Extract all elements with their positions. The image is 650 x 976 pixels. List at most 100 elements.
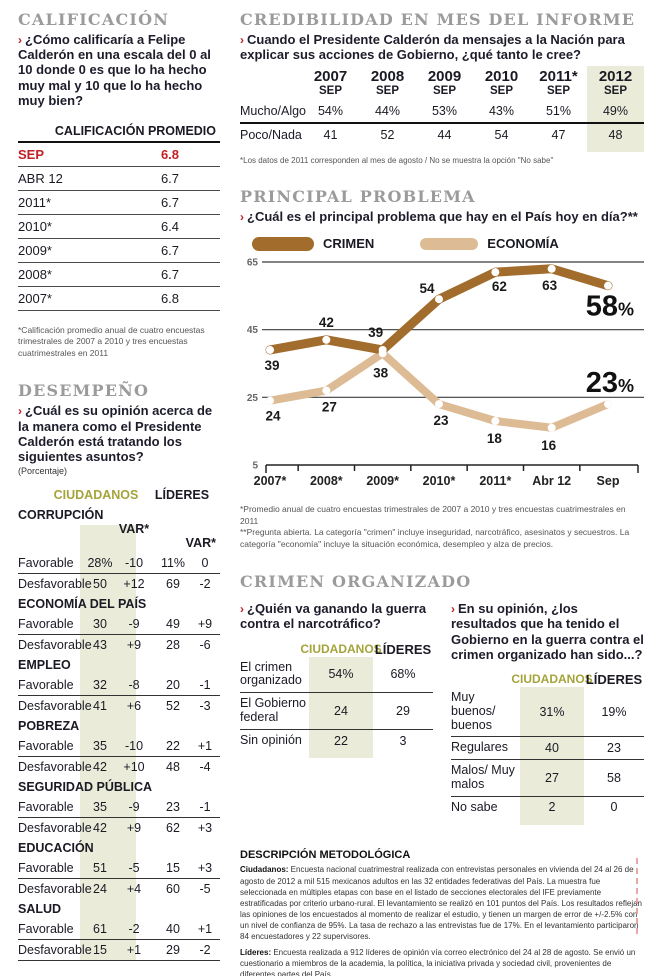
credibilidad-question: › Cuando el Presidente Calderón da mensaj… — [240, 32, 625, 63]
table-row: Desfavorable 42 +9 62 +3 — [18, 818, 220, 838]
ciudadanos-var: +6 — [126, 699, 142, 714]
ciudadanos-var: -10 — [124, 739, 144, 754]
ciudadanos-var: -10 — [124, 556, 144, 571]
row-label: ABR 12 — [18, 171, 63, 187]
table-row: Desfavorable 42 +10 48 -4 — [18, 757, 220, 777]
ciudadanos-value: 42 — [93, 821, 107, 836]
row-label: 2009* — [18, 243, 52, 259]
ciudadanos-var: -9 — [128, 800, 140, 815]
ciudadanos-value: 35 — [93, 800, 107, 815]
row-label: 2011* — [18, 195, 52, 211]
lideres-value: 52 — [166, 699, 180, 714]
desempeno-table: CORRUPCIÓN VAR* VAR* Favorable 28% -10 1… — [18, 505, 220, 962]
ciudadanos-var: +10 — [123, 760, 145, 775]
lideres-value: 11% — [160, 556, 186, 571]
calificacion-rows: SEP 6.8 ABR 12 6.7 2011* 6.7 — [18, 143, 220, 312]
row-value: 6.8 — [160, 147, 180, 163]
row-label: SALUD — [18, 902, 62, 917]
cell: 41 — [323, 128, 338, 143]
lideres-var: +9 — [197, 617, 213, 632]
lideres-var: -2 — [199, 943, 211, 958]
table-row: EDUCACIÓN — [18, 838, 220, 858]
table-row: Favorable 51 -5 15 +3 — [18, 858, 220, 880]
lideres-column-header: LÍDERES — [585, 672, 643, 688]
svg-text:5: 5 — [252, 461, 258, 472]
ciudadanos-value: 32 — [93, 678, 107, 693]
crimen-legend-label: CRIMEN — [323, 236, 375, 252]
government-results-subsection: › En su opinión, ¿los resultados que ha t… — [451, 601, 644, 826]
ciudadanos-var: -5 — [128, 861, 140, 876]
arrow-icon: › — [18, 404, 22, 419]
table-row: Favorable 30 -9 49 +9 — [18, 614, 220, 636]
row-label: Regulares — [451, 740, 508, 755]
table-row: Favorable 61 -2 40 +1 — [18, 919, 220, 941]
lideres-value: 60 — [166, 882, 180, 897]
svg-text:Sep: Sep — [597, 474, 620, 488]
table-row: ECONOMÍA DEL PAÍS — [18, 594, 220, 614]
table-row: 2008* 6.7 — [18, 263, 220, 288]
svg-text:38: 38 — [373, 366, 389, 381]
government-results-question: › En su opinión, ¿los resultados que ha t… — [451, 601, 644, 662]
cell: 54% — [317, 104, 344, 119]
svg-text:Abr 12: Abr 12 — [532, 474, 571, 488]
lideres-column-header: LÍDERES — [374, 641, 432, 657]
principal-problema-title: PRINCIPAL PROBLEMA — [240, 187, 476, 207]
ciudadanos-value: 28% — [87, 556, 113, 571]
svg-text:63: 63 — [542, 278, 558, 293]
ciudadanos-var: VAR* — [118, 522, 150, 537]
table-row: 2007* 6.8 — [18, 287, 220, 312]
table-row: Desfavorable 43 +9 28 -6 — [18, 635, 220, 655]
ciudadanos-value: 54% — [309, 656, 373, 693]
cell-highlighted: 49% — [587, 100, 644, 123]
calificacion-footnote: *Calificación promedio anual de cuatro e… — [18, 325, 205, 358]
row-label: Favorable — [18, 617, 74, 632]
year-header-highlighted: 2012 SEP — [587, 66, 644, 101]
calificacion-title: CALIFICACIÓN — [18, 10, 170, 29]
year-header: 2007 SEP — [313, 68, 348, 98]
svg-text:2007*: 2007* — [254, 474, 287, 488]
row-label: Muy buenos/ buenos — [451, 690, 496, 732]
svg-text:24: 24 — [265, 409, 281, 424]
row-label: SEGURIDAD PÚBLICA — [18, 780, 153, 795]
ciudadanos-value: 61 — [93, 922, 107, 937]
row-value: 6.7 — [160, 171, 180, 187]
svg-text:18: 18 — [487, 431, 503, 446]
table-row: Desfavorable 24 +4 60 -5 — [18, 879, 220, 899]
cell: 53% — [431, 104, 458, 119]
table-row: El Gobierno federal 24 29 — [240, 693, 433, 730]
credibilidad-title: CREDIBILIDAD EN MES DEL INFORME — [240, 10, 636, 29]
table-row: 2010* 6.4 — [18, 215, 220, 240]
row-label: SEP — [18, 147, 45, 163]
table-row: SEP 6.8 — [18, 143, 220, 168]
table-row: SALUD — [18, 899, 220, 919]
table-row: SEGURIDAD PÚBLICA — [18, 777, 220, 797]
ciudadanos-value: 22 — [309, 729, 373, 752]
lideres-value: 3 — [399, 733, 407, 748]
row-label: Malos/ Muy malos — [451, 763, 515, 791]
lideres-var: -2 — [199, 577, 211, 592]
right-column: CREDIBILIDAD EN MES DEL INFORME › Cuando … — [240, 10, 644, 976]
credibilidad-years-row: 2007 SEP 2008 SEP 2009 SEP 2010 SEP 2011* SEP… — [240, 66, 644, 101]
ciudadanos-var: +4 — [126, 882, 142, 897]
ciudadanos-value: 31% — [520, 687, 584, 737]
section-calificacion: CALIFICACIÓN › ¿Cómo calificaría a Felipe… — [18, 10, 220, 359]
lideres-value: 0 — [610, 800, 618, 815]
lideres-value: 29 — [166, 943, 180, 958]
lideres-value: 22 — [166, 739, 180, 754]
section-metodologia: DESCRIPCIÓN METODOLÓGICA Ciudadanos: Enc… — [240, 849, 644, 976]
row-label: Desfavorable — [18, 699, 92, 714]
svg-text:58%: 58% — [586, 291, 634, 323]
ciudadanos-var: -8 — [128, 678, 140, 693]
arrow-icon: › — [451, 602, 455, 617]
svg-text:39: 39 — [264, 358, 279, 373]
principal-problema-footnotes: *Promedio anual de cuatro encuestas trim… — [240, 504, 644, 550]
arrow-icon: › — [240, 602, 244, 617]
row-value: 6.7 — [160, 195, 180, 211]
lideres-var: +3 — [197, 861, 213, 876]
table-row: 2009* 6.7 — [18, 239, 220, 264]
section-crimen-organizado: CRIMEN ORGANIZADO › ¿Quién va ganando la … — [240, 572, 644, 826]
lideres-var: -1 — [199, 800, 211, 815]
cell: 44% — [374, 104, 401, 119]
lideres-value: 62 — [166, 821, 180, 836]
row-label: 2010* — [18, 219, 52, 235]
